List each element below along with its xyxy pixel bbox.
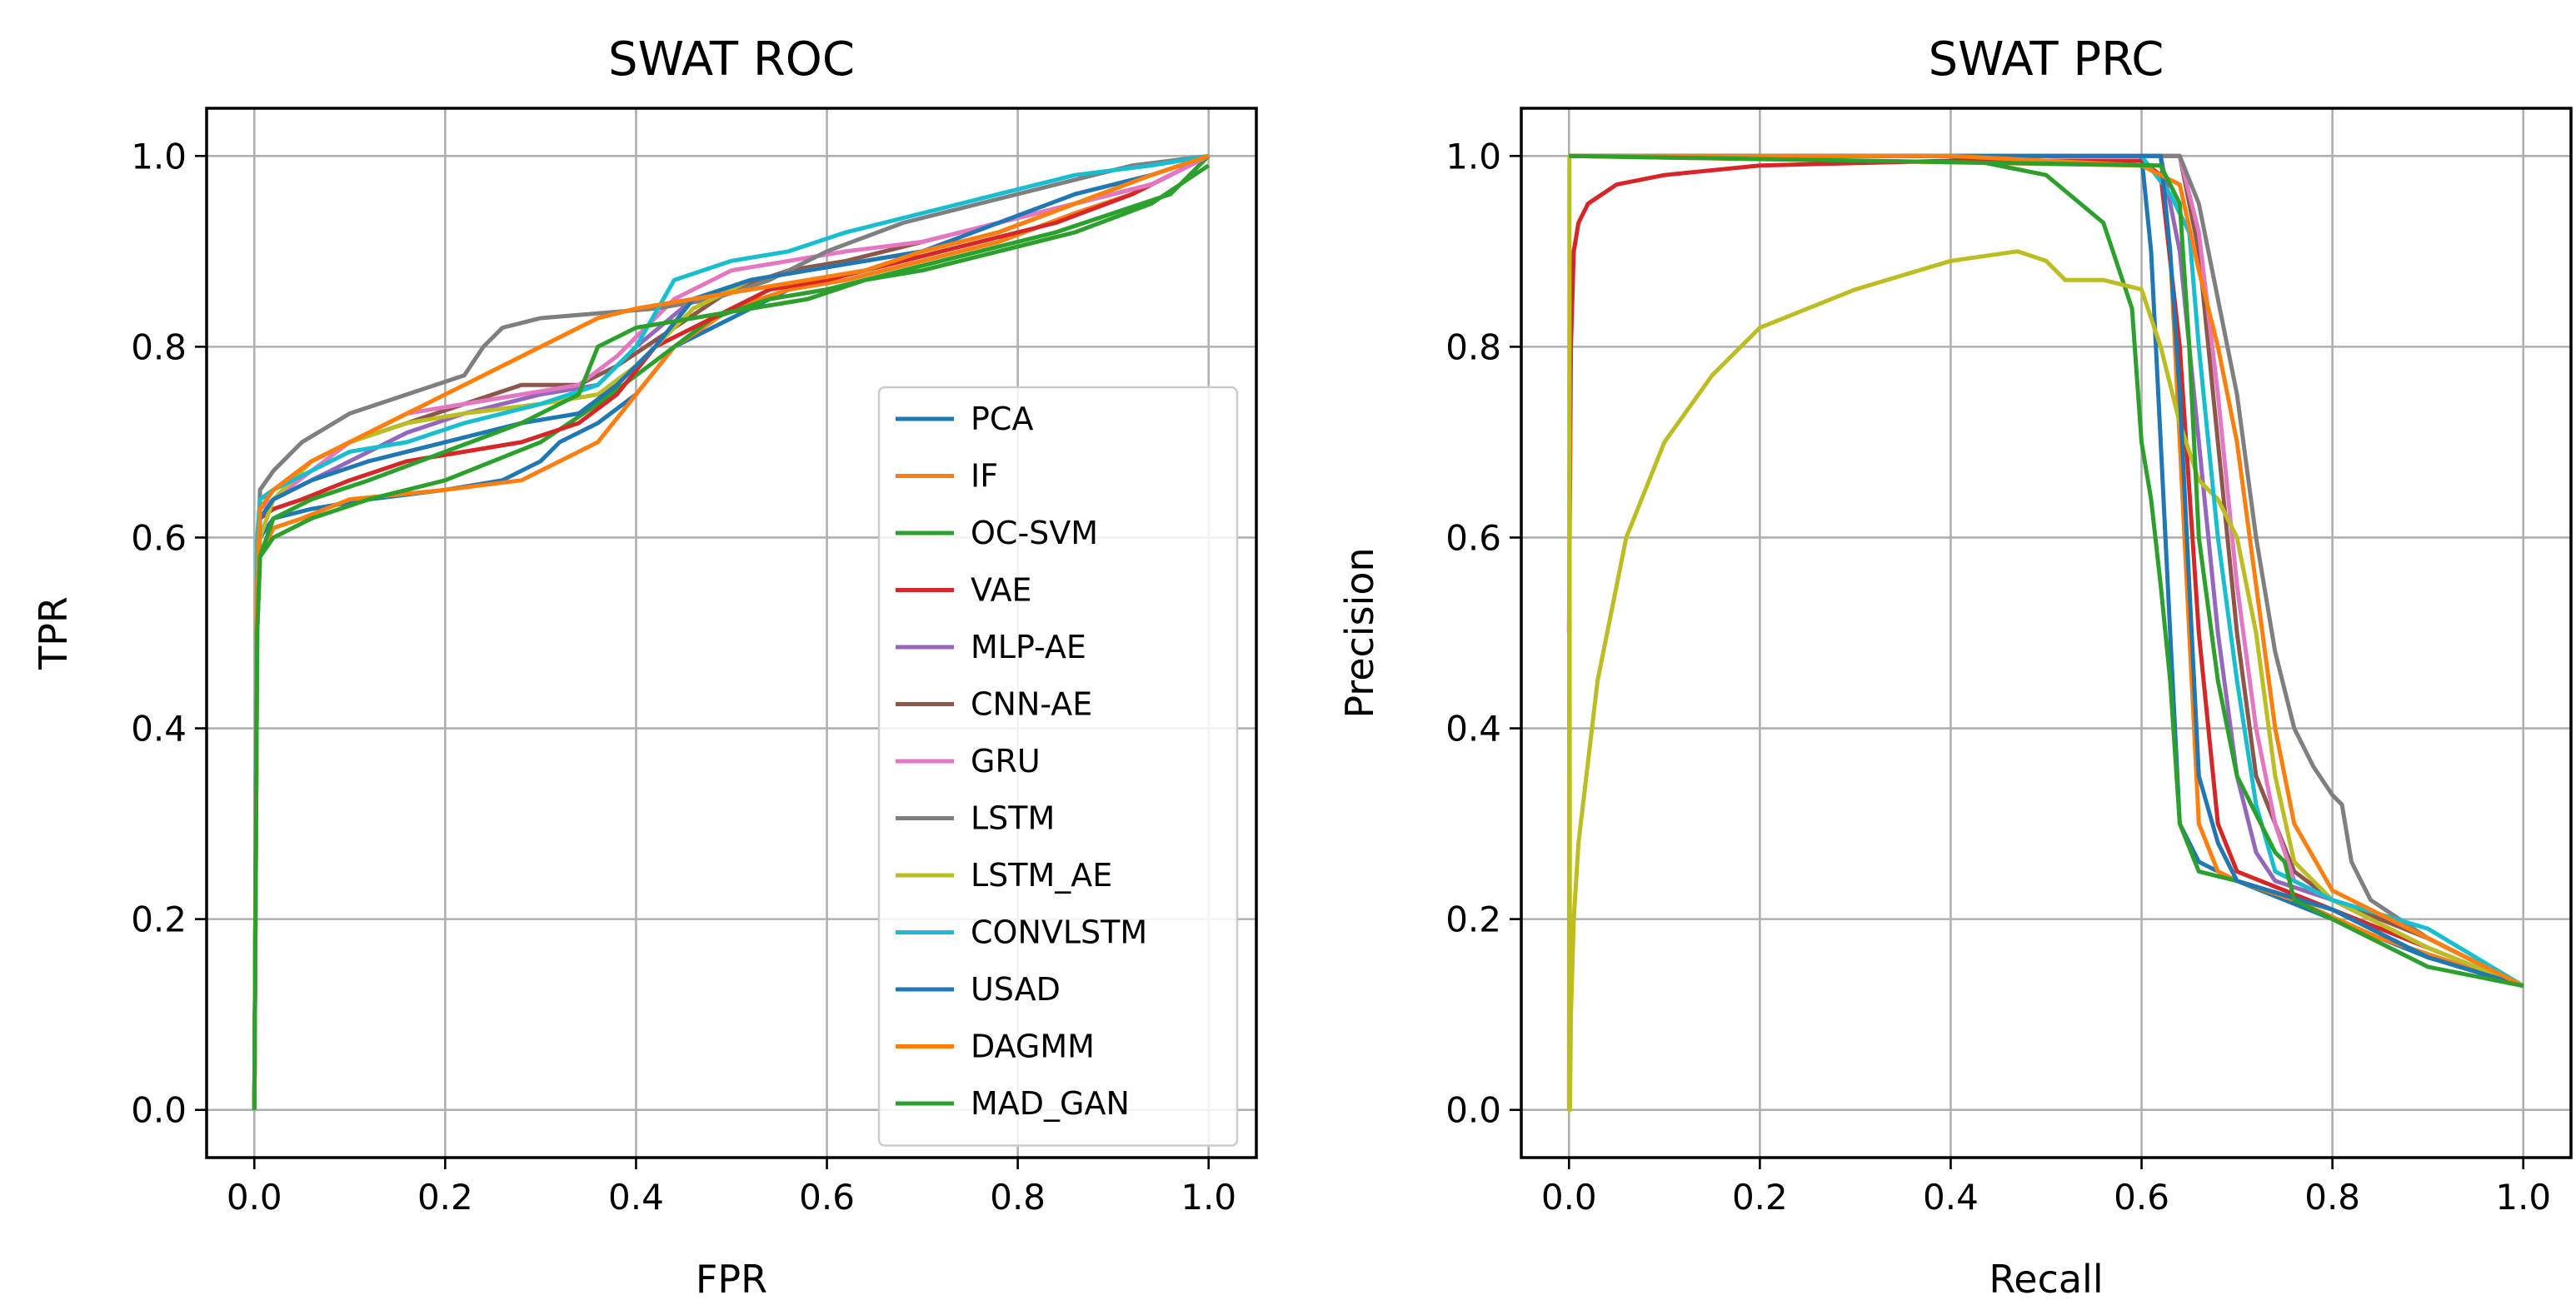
roc-x-axis-label: FPR [696, 1257, 767, 1302]
prc-y-tick-label: 0.2 [1445, 899, 1501, 940]
prc-y-tick-label: 0.0 [1445, 1090, 1501, 1131]
legend-label-pca: PCA [971, 401, 1033, 437]
roc-y-tick-label: 0.0 [131, 1090, 187, 1131]
prc-panel: 0.0 0.2 0.4 0.6 0.8 1.0 0.0 0.2 0.4 0.6 0.8 1.0 SWA… [1337, 32, 2573, 1302]
prc-x-tick-label: 0.2 [1732, 1177, 1788, 1218]
roc-y-tick-label: 0.2 [131, 899, 187, 940]
roc-x-tick-label: 0.6 [799, 1177, 855, 1218]
roc-y-tick-label: 0.8 [131, 326, 187, 367]
roc-series-mad-gan [252, 163, 1211, 1110]
roc-series [252, 153, 1211, 1110]
legend-label-convlstm: CONVLSTM [971, 914, 1147, 951]
roc-y-axis-label: TPR [31, 596, 76, 670]
roc-x-tick-label: 0.0 [227, 1177, 282, 1218]
prc-series-mad-gan [1567, 153, 2524, 989]
roc-series-vae [252, 154, 1210, 1110]
prc-x-tick-label: 0.8 [2304, 1177, 2360, 1218]
prc-y-tick-label: 1.0 [1445, 136, 1501, 177]
roc-series-lstm [252, 153, 1210, 1110]
roc-series-dagmm [252, 153, 1210, 1110]
roc-y-tick-label: 0.4 [131, 709, 187, 750]
prc-y-tick-label: 0.8 [1445, 326, 1501, 367]
legend-label-dagmm: DAGMM [971, 1029, 1095, 1065]
roc-series-usad [252, 153, 1210, 1110]
prc-series-usad [1567, 153, 2524, 989]
prc-y-tick-label: 0.4 [1445, 709, 1501, 750]
legend-label-lstm-ae: LSTM_AE [971, 857, 1112, 894]
roc-y-tick-label: 1.0 [131, 136, 187, 177]
legend-label-oc-svm: OC-SVM [971, 515, 1098, 551]
prc-y-tick-label: 0.6 [1445, 517, 1501, 558]
legend-label-cnn-ae: CNN-AE [971, 686, 1092, 723]
legend-label-if: IF [971, 458, 998, 495]
roc-axes-frame [205, 107, 1258, 1159]
legend-label-usad: USAD [971, 971, 1061, 1008]
prc-series-convlstm [1567, 153, 2524, 988]
prc-x-tick-label: 0.0 [1541, 1177, 1597, 1218]
prc-series-lstm-ae [1566, 153, 2524, 1113]
roc-x-tick-label: 1.0 [1181, 1177, 1236, 1218]
prc-series-lstm [1567, 153, 2524, 989]
roc-ticks: 0.0 0.2 0.4 0.6 0.8 1.0 0.0 0.2 0.4 0.6 0.8 1.0 [131, 136, 1236, 1218]
prc-x-axis-label: Recall [1989, 1257, 2103, 1302]
prc-x-tick-label: 0.4 [1923, 1177, 1979, 1218]
legend-label-mlp-ae: MLP-AE [971, 629, 1086, 665]
roc-legend: PCA IF OC-SVM VAE MLP-AE CNN-AE GRU LSTM LSTM_AE… [877, 386, 1239, 1147]
prc-x-tick-label: 1.0 [2495, 1177, 2551, 1218]
roc-y-tick-label: 0.6 [131, 517, 187, 558]
legend-label-vae: VAE [971, 572, 1032, 609]
legend-label-gru: GRU [971, 743, 1041, 780]
legend-label-mad-gan: MAD_GAN [971, 1085, 1130, 1122]
legend-label-lstm: LSTM [971, 800, 1055, 837]
prc-axes-frame [1520, 107, 2573, 1159]
prc-chart-title: SWAT PRC [1929, 32, 2164, 87]
prc-ticks: 0.0 0.2 0.4 0.6 0.8 1.0 0.0 0.2 0.4 0.6 0.8 1.0 [1445, 136, 2551, 1218]
legend-box [877, 386, 1239, 1147]
prc-y-axis-label: Precision [1337, 547, 1382, 718]
roc-x-tick-label: 0.2 [417, 1177, 473, 1218]
roc-x-tick-label: 0.8 [990, 1177, 1046, 1218]
prc-series-dagmm [1567, 153, 2524, 989]
roc-x-tick-label: 0.4 [608, 1177, 664, 1218]
roc-series-oc-svm [252, 154, 1211, 1110]
prc-x-tick-label: 0.6 [2114, 1177, 2169, 1218]
prc-series [1566, 153, 2524, 1113]
roc-chart-title: SWAT ROC [608, 32, 855, 87]
roc-panel: 0.0 0.2 0.4 0.6 0.8 1.0 0.0 0.2 0.4 0.6 0.8 1.0 SWA… [31, 32, 1258, 1302]
